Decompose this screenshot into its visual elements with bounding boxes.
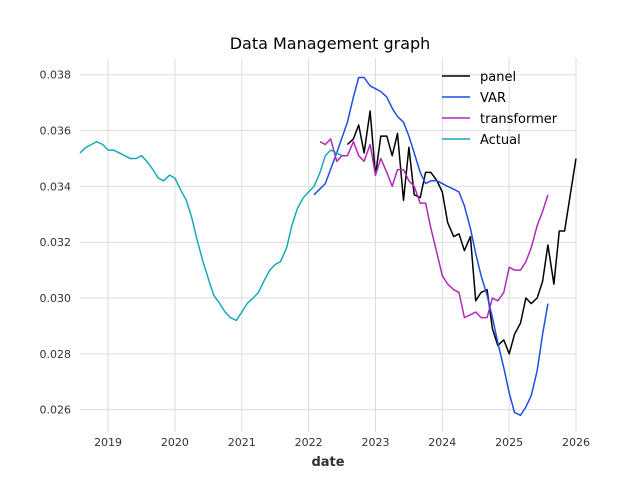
legend-label-actual: Actual	[480, 133, 521, 148]
x-tick-label: 2019	[94, 436, 122, 449]
y-tick-label: 0.030	[40, 292, 72, 305]
x-tick-label: 2025	[495, 436, 523, 449]
x-tick-label: 2021	[228, 436, 256, 449]
x-tick-label: 2026	[562, 436, 590, 449]
x-tick-label: 2024	[428, 436, 456, 449]
series-line-transformer	[319, 138, 549, 319]
legend-label-panel: panel	[480, 70, 516, 85]
chart-title: Data Management graph	[230, 34, 431, 53]
series-line-panel	[346, 110, 577, 355]
x-axis: 2019 2020 2021 2022 2023 2024 2025 2026	[94, 436, 590, 449]
legend-label-transformer: transformer	[480, 112, 558, 127]
y-tick-label: 0.034	[40, 180, 72, 193]
y-tick-label: 0.026	[40, 404, 72, 417]
x-tick-label: 2022	[295, 436, 323, 449]
x-tick-label: 2020	[161, 436, 189, 449]
y-tick-label: 0.028	[40, 348, 72, 361]
y-tick-label: 0.038	[40, 69, 72, 82]
plot-area	[79, 76, 577, 417]
grid	[80, 58, 577, 432]
legend: panel VAR transformer Actual	[442, 70, 558, 148]
y-axis: 0.026 0.028 0.030 0.032 0.034 0.036 0.038	[40, 69, 72, 417]
series-line-actual	[79, 140, 343, 322]
x-axis-label: date	[311, 455, 344, 470]
x-tick-label: 2023	[361, 436, 389, 449]
y-tick-label: 0.036	[40, 125, 72, 138]
legend-label-var: VAR	[480, 91, 506, 106]
series-line-var	[313, 76, 549, 417]
y-tick-label: 0.032	[40, 236, 72, 249]
